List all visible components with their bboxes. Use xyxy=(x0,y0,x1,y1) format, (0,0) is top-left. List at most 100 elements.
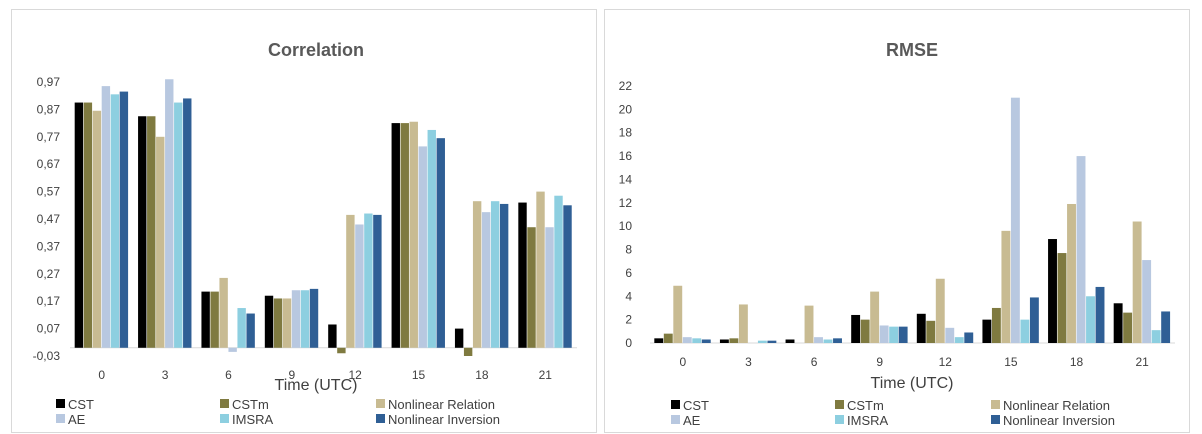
x-axis-title: Time (UTC) xyxy=(275,377,358,394)
bar-nonlinear-inversion xyxy=(436,138,445,348)
rmse-chart-panel: RMSE 22 20 18 16 14 12 10 8 6 4 2 0 0 3 6 9 12 15 18 21 Time … xyxy=(604,9,1190,433)
bar-ae xyxy=(228,347,237,352)
legend-swatch-imsra xyxy=(835,415,844,424)
bar-nonlinear-relation xyxy=(536,191,545,348)
bar-nonlinear-inversion xyxy=(964,332,974,343)
bar-imsra xyxy=(300,290,310,348)
x-tick-label: 6 xyxy=(225,368,232,382)
bar-nonlinear-relation xyxy=(935,278,945,343)
legend-swatch-imsra xyxy=(220,414,229,423)
bar-nonlinear-relation xyxy=(804,305,814,343)
bar-cstm xyxy=(147,116,156,348)
x-tick-label: 6 xyxy=(811,355,818,369)
bar-nonlinear-inversion xyxy=(1161,311,1171,343)
y-tick-label: 0,87 xyxy=(37,102,61,116)
bar-imsra xyxy=(237,308,246,348)
y-tick-label: 6 xyxy=(625,266,632,280)
chart-title: RMSE xyxy=(886,40,938,60)
bar-nonlinear-inversion xyxy=(309,288,319,348)
bar-nonlinear-relation xyxy=(738,304,748,343)
x-tick-label: 21 xyxy=(1136,355,1150,369)
y-tick-label: 0 xyxy=(625,336,632,350)
bar-ae xyxy=(1142,260,1152,343)
bar-cst xyxy=(454,328,464,348)
bar-nonlinear-inversion xyxy=(701,339,711,343)
y-tick-label: 16 xyxy=(619,149,633,163)
y-tick-label: 18 xyxy=(619,126,633,140)
bar-imsra xyxy=(823,339,833,343)
y-tick-label: 0,97 xyxy=(37,75,61,89)
bar-cst xyxy=(518,202,527,348)
y-tick-label: 0,47 xyxy=(37,212,61,226)
x-tick-label: 3 xyxy=(745,355,752,369)
bar-nonlinear-relation xyxy=(219,277,228,348)
x-tick-label: 9 xyxy=(288,368,295,382)
bar-ae xyxy=(418,146,427,348)
bar-cstm xyxy=(1123,312,1133,343)
bar-cst xyxy=(654,338,664,343)
bar-ae xyxy=(545,227,554,348)
bar-cstm xyxy=(210,291,219,348)
x-tick-label: 18 xyxy=(475,368,489,382)
x-axis-title: Time (UTC) xyxy=(871,375,954,392)
bar-cst xyxy=(719,339,729,343)
bar-imsra xyxy=(364,213,373,348)
bar-imsra xyxy=(1020,319,1030,343)
bar-cst xyxy=(264,295,274,348)
bar-ae xyxy=(682,337,692,343)
bar-imsra xyxy=(1086,296,1095,343)
bar-nonlinear-inversion xyxy=(767,340,777,343)
legend-label: CSTm xyxy=(232,397,269,412)
x-tick-label: 15 xyxy=(412,368,426,382)
bar-imsra xyxy=(110,94,120,348)
bar-nonlinear-relation xyxy=(472,201,482,348)
bar-nonlinear-relation xyxy=(1067,203,1076,343)
y-tick-label: 10 xyxy=(619,219,633,233)
bar-nonlinear-inversion xyxy=(119,91,129,348)
bar-ae xyxy=(291,290,301,348)
bar-ae xyxy=(1076,156,1086,343)
bar-ae xyxy=(879,325,889,343)
correlation-chart-panel: Correlation 0,97 0,87 0,77 0,67 0,57 0,47 0,37 0… xyxy=(11,9,597,433)
bar-nonlinear-inversion xyxy=(563,205,572,348)
bar-cstm xyxy=(400,123,409,348)
bar-nonlinear-relation xyxy=(156,136,165,348)
legend-swatch-cst xyxy=(56,399,65,408)
y-tick-label: 14 xyxy=(619,172,633,186)
chart-title: Correlation xyxy=(268,40,364,60)
bar-cstm xyxy=(463,347,473,356)
bar-cstm xyxy=(527,227,536,348)
bar-imsra xyxy=(757,340,767,343)
bar-imsra xyxy=(174,102,183,348)
bar-nonlinear-relation xyxy=(92,110,102,348)
legend-label: Nonlinear Relation xyxy=(388,397,495,412)
legend-label: CSTm xyxy=(847,398,884,413)
bar-cst xyxy=(138,116,147,348)
legend-label: CST xyxy=(68,397,94,412)
bar-cst xyxy=(785,339,795,343)
bar-cst xyxy=(1048,239,1057,343)
legend-swatch-ae xyxy=(671,415,680,424)
y-tick-label: 8 xyxy=(625,243,632,257)
bar-nonlinear-inversion xyxy=(499,203,509,348)
bar-ae xyxy=(814,337,823,343)
y-tick-label: 20 xyxy=(619,102,633,116)
bar-imsra xyxy=(954,337,964,343)
bar-imsra xyxy=(889,326,899,343)
bar-nonlinear-relation xyxy=(1132,221,1142,343)
y-tick-label: 0,07 xyxy=(37,322,61,336)
bar-cst xyxy=(328,324,337,348)
bar-ae xyxy=(165,79,174,348)
legend-swatch-nonlinear-inversion xyxy=(376,414,385,423)
bar-nonlinear-inversion xyxy=(246,313,255,348)
bar-cst xyxy=(851,314,861,343)
bar-ae xyxy=(101,86,111,348)
x-tick-label: 21 xyxy=(539,368,553,382)
x-tick-label: 18 xyxy=(1070,355,1084,369)
x-tick-label: 12 xyxy=(939,355,953,369)
bar-cst xyxy=(74,102,84,348)
x-tick-label: 0 xyxy=(679,355,686,369)
y-tick-label: 2 xyxy=(625,313,632,327)
y-tick-label: 0,57 xyxy=(37,185,61,199)
bar-cst xyxy=(391,123,400,348)
